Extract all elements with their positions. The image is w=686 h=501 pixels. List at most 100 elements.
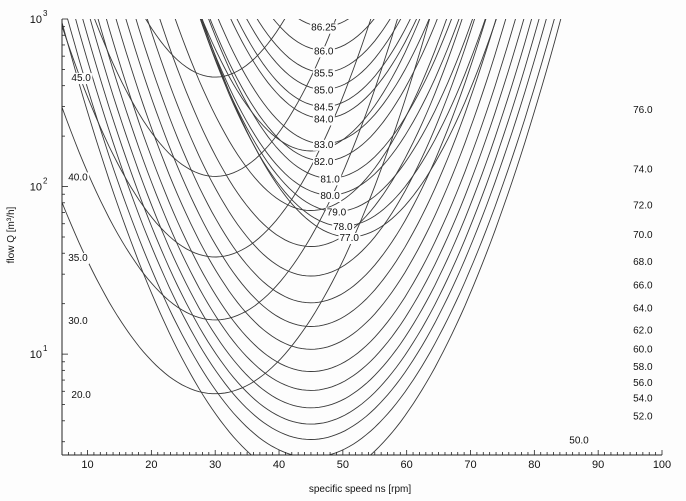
contour-label-bg bbox=[319, 191, 342, 203]
x-tick-label: 50 bbox=[337, 459, 349, 471]
contour-lines bbox=[62, 19, 562, 455]
contour-label: 84.0 bbox=[314, 114, 334, 125]
contour-line bbox=[67, 19, 555, 455]
contour-label-bg bbox=[338, 233, 361, 244]
contour-label: 74.0 bbox=[633, 165, 653, 176]
contour-line bbox=[145, 19, 286, 78]
contour-line bbox=[125, 19, 497, 327]
contour-label-bg bbox=[632, 164, 655, 176]
contour-label: 62.0 bbox=[633, 326, 653, 337]
x-axis: 10 20 30 40 50 60 70 80 90 100 bbox=[61, 450, 671, 471]
contour-line bbox=[135, 19, 487, 304]
contour-label-bg bbox=[632, 361, 655, 373]
contour-label-bg bbox=[312, 46, 335, 58]
contour-line bbox=[75, 19, 547, 440]
contour-label: 86.25 bbox=[311, 23, 336, 34]
contour-line bbox=[230, 19, 418, 119]
contour-label-bg bbox=[632, 200, 655, 212]
x-tick-label: 40 bbox=[273, 459, 285, 471]
contour-line bbox=[115, 19, 507, 350]
contour-line bbox=[105, 19, 516, 372]
contour-line bbox=[174, 19, 448, 211]
y-tick-exponent: 1 bbox=[43, 344, 48, 353]
contour-label: 85.5 bbox=[314, 68, 334, 79]
contour-label-bg bbox=[632, 256, 655, 268]
contour-line bbox=[217, 19, 430, 145]
contour-label: 52.0 bbox=[633, 412, 653, 423]
contour-line bbox=[199, 19, 474, 212]
y-axis-title: flow Q [m³/h] bbox=[6, 206, 17, 263]
contour-label: 58.0 bbox=[633, 362, 653, 373]
contour-label-bg bbox=[319, 174, 342, 186]
contour-label: 54.0 bbox=[633, 394, 653, 405]
x-tick-label: 70 bbox=[464, 459, 476, 471]
contour-line bbox=[97, 19, 525, 391]
contour-label: 84.5 bbox=[314, 103, 334, 114]
contour-label: 77.0 bbox=[339, 233, 359, 244]
x-tick-label: 10 bbox=[81, 459, 93, 471]
y-tick-label: 10 bbox=[30, 14, 42, 26]
contour-line bbox=[62, 19, 372, 258]
contour-line bbox=[209, 19, 438, 162]
contour-line bbox=[62, 19, 562, 455]
contour-line bbox=[208, 19, 453, 179]
contour-label: 68.0 bbox=[633, 257, 653, 268]
contour-label: 78.0 bbox=[333, 222, 353, 233]
contour-line bbox=[82, 19, 540, 425]
contour-label-bg bbox=[312, 85, 335, 97]
contour-label-bg bbox=[568, 435, 591, 447]
contour-label-bg bbox=[632, 105, 655, 117]
contour-label-bg bbox=[67, 172, 90, 184]
contour-label-bg bbox=[312, 114, 335, 126]
contour-line bbox=[199, 19, 486, 227]
contour-label-bg bbox=[632, 280, 655, 292]
contour-label-bg bbox=[632, 393, 655, 405]
x-tick-label: 60 bbox=[401, 459, 413, 471]
contour-label: 76.0 bbox=[633, 105, 653, 116]
contour-label: 81.0 bbox=[320, 174, 340, 185]
contour-line bbox=[201, 19, 421, 152]
contour-label: 66.0 bbox=[633, 281, 653, 292]
contour-line bbox=[89, 19, 533, 409]
contour-label: 86.0 bbox=[314, 46, 334, 57]
contour-line bbox=[159, 19, 463, 247]
contour-line bbox=[246, 19, 402, 90]
x-tick-label: 80 bbox=[528, 459, 540, 471]
y-tick-label: 10 bbox=[30, 182, 42, 194]
contour-line bbox=[272, 19, 375, 51]
contour-label-bg bbox=[67, 315, 90, 327]
contour-label-bg bbox=[70, 73, 93, 85]
contour-label: 72.0 bbox=[633, 201, 653, 212]
contour-label: 35.0 bbox=[68, 253, 88, 264]
contour-line bbox=[94, 19, 337, 177]
y-tick-label: 10 bbox=[30, 349, 42, 361]
contour-label-bg bbox=[632, 378, 655, 390]
contour-label-bg bbox=[632, 230, 655, 242]
contour-label-bg bbox=[70, 389, 93, 401]
contour-labels: 86.25 86.0 85.5 85.0 84.584.0 83.0 82.0 81.0 80.… bbox=[67, 22, 655, 447]
contour-label: 60.0 bbox=[633, 345, 653, 356]
contour-label: 30.0 bbox=[68, 316, 88, 327]
contour-line bbox=[200, 19, 460, 196]
contour-label: 79.0 bbox=[327, 207, 347, 218]
contour-label-bg bbox=[312, 139, 335, 151]
contour-label-bg bbox=[325, 207, 348, 219]
contour-label: 83.0 bbox=[314, 140, 334, 151]
contour-label: 50.0 bbox=[569, 435, 589, 446]
contour-label: 20.0 bbox=[71, 390, 91, 401]
contour-line bbox=[62, 19, 398, 321]
contour-label-bg bbox=[632, 325, 655, 337]
contour-label: 56.0 bbox=[633, 378, 653, 389]
x-tick-label: 100 bbox=[653, 459, 671, 471]
contour-label: 82.0 bbox=[314, 157, 334, 168]
contour-label: 80.0 bbox=[320, 191, 340, 202]
x-axis-title: specific speed ns [rpm] bbox=[309, 484, 411, 495]
contour-line bbox=[201, 19, 497, 238]
contour-line bbox=[146, 19, 476, 277]
contour-label-bg bbox=[632, 303, 655, 315]
contour-label: 64.0 bbox=[633, 303, 653, 314]
contour-label: 40.0 bbox=[68, 172, 88, 183]
